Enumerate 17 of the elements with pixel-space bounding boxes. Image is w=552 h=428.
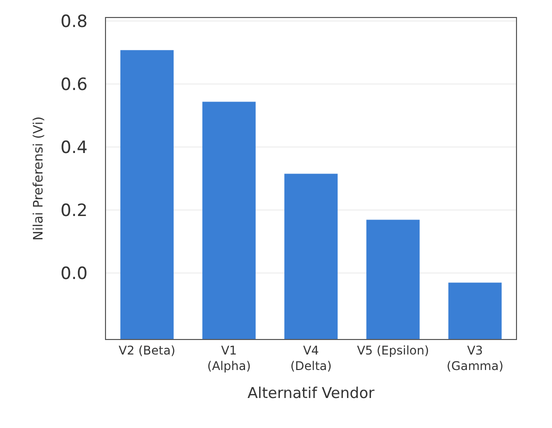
bar (366, 220, 420, 339)
y-axis-title: Nilai Preferensi (Vi) (32, 116, 47, 241)
bar (202, 102, 256, 339)
x-tick-label: V2 (Beta) (118, 343, 176, 358)
y-tick-label: 0.6 (60, 75, 88, 96)
y-tick-label: 0.4 (60, 138, 88, 158)
y-tick-label: 0.2 (60, 200, 88, 221)
x-axis-title: Alternatif Vendor (248, 384, 376, 402)
bar (448, 282, 502, 339)
x-tick-label: V3 (Gamma) (446, 343, 504, 373)
bar (284, 174, 338, 339)
y-tick-label: 0.8 (60, 12, 88, 32)
x-tick-label: V4 (Delta) (290, 343, 332, 373)
x-tick-label: V5 (Epsilon) (356, 343, 430, 358)
bar (120, 50, 174, 339)
x-tick-label: V1 (Alpha) (207, 343, 251, 373)
y-tick-label: 0.0 (60, 264, 88, 284)
